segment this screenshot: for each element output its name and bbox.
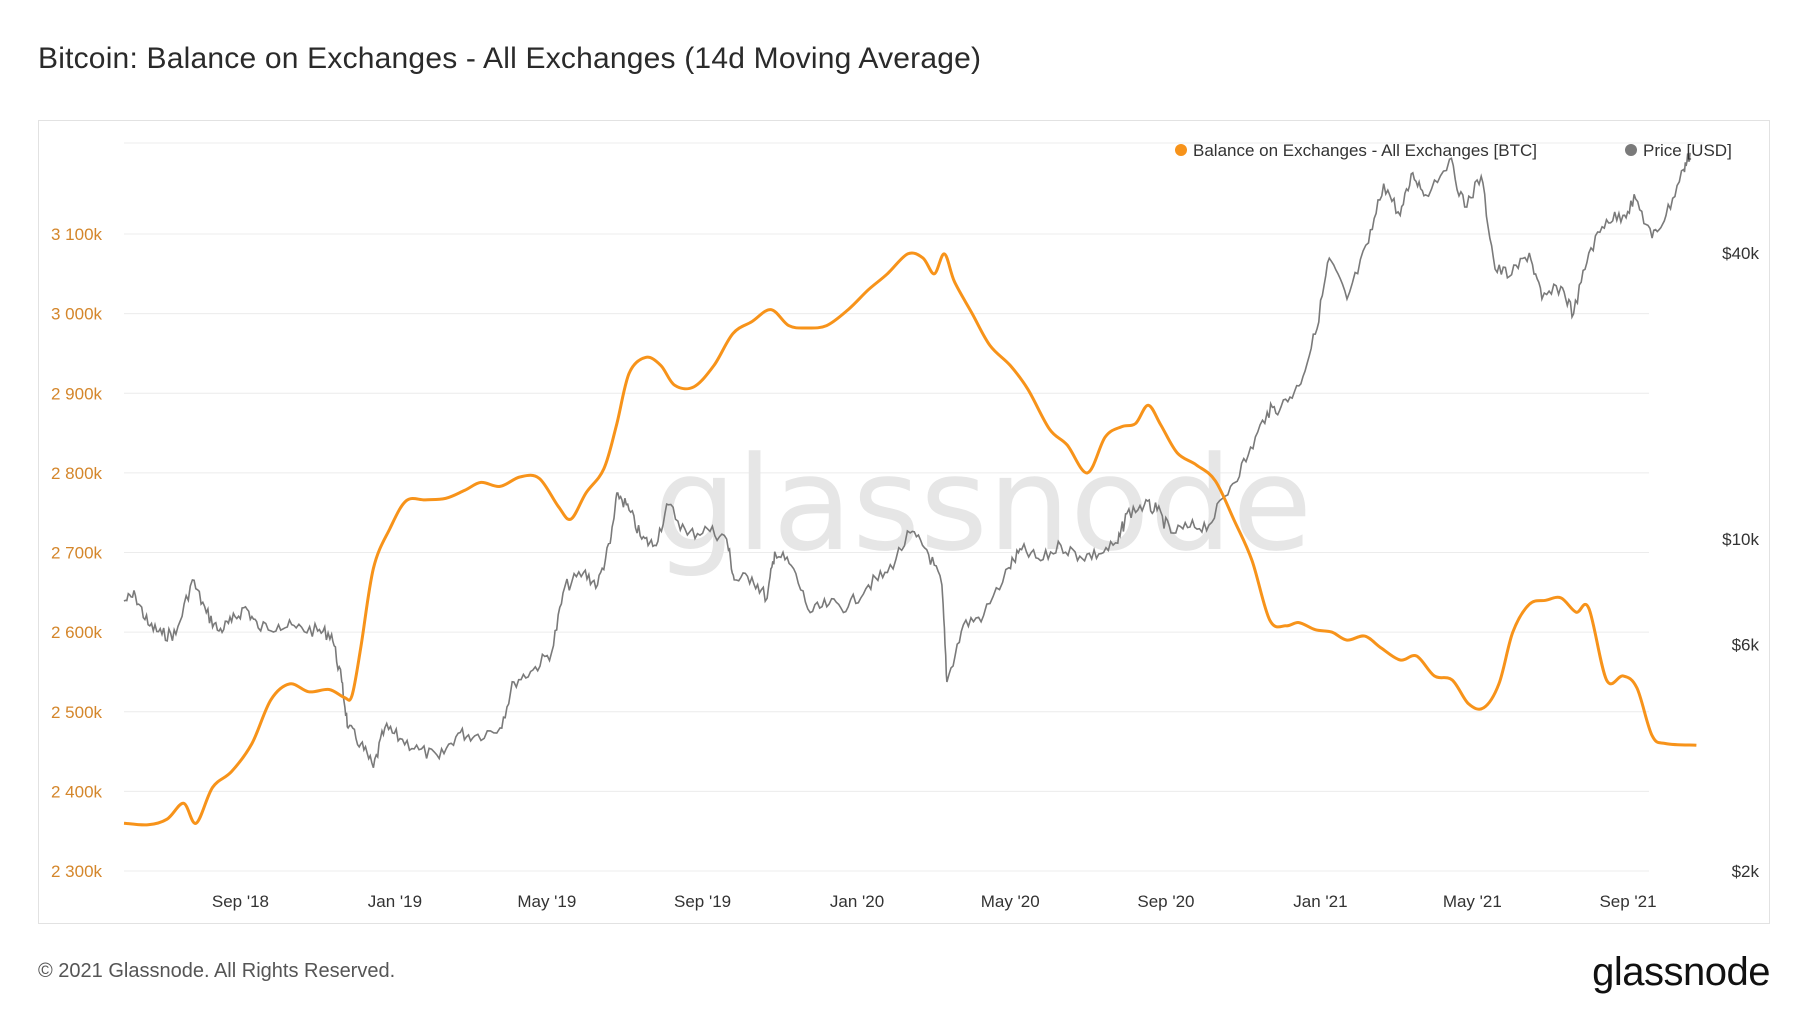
left-tick-label: 2 300k (51, 862, 103, 881)
x-tick-label: Jan '21 (1293, 892, 1347, 911)
chart-frame: glassnode 2 300k 2 400k 2 500k 2 600k 2 700k… (38, 120, 1770, 924)
x-tick-label: Jan '20 (830, 892, 884, 911)
left-tick-label: 3 000k (51, 305, 103, 324)
legend-price-marker (1625, 144, 1637, 156)
right-tick-label: $6k (1732, 635, 1760, 654)
legend: Balance on Exchanges - All Exchanges [BT… (1175, 141, 1732, 160)
x-tick-label: May '20 (981, 892, 1040, 911)
left-tick-label: 2 400k (51, 782, 103, 801)
chart-svg: glassnode 2 300k 2 400k 2 500k 2 600k 2 700k… (51, 141, 1759, 911)
x-axis: Sep '18 Jan '19 May '19 Sep '19 Jan '20 May '… (212, 892, 1657, 911)
left-tick-label: 2 800k (51, 464, 103, 483)
legend-balance-marker (1175, 144, 1187, 156)
right-tick-label: $10k (1722, 530, 1759, 549)
price-series-line (123, 152, 1691, 768)
legend-balance-label[interactable]: Balance on Exchanges - All Exchanges [BT… (1193, 141, 1537, 160)
left-tick-label: 2 600k (51, 623, 103, 642)
x-tick-label: Sep '20 (1137, 892, 1194, 911)
legend-price-label[interactable]: Price [USD] (1643, 141, 1732, 160)
x-tick-label: Sep '18 (212, 892, 269, 911)
x-tick-label: Sep '19 (674, 892, 731, 911)
left-axis: 2 300k 2 400k 2 500k 2 600k 2 700k 2 800k 2 90… (51, 225, 103, 881)
balance-series-line (123, 251, 1697, 827)
x-tick-label: May '19 (517, 892, 576, 911)
footer-copyright: © 2021 Glassnode. All Rights Reserved. (38, 960, 396, 982)
right-tick-label: $2k (1732, 862, 1760, 881)
x-tick-label: Jan '19 (368, 892, 422, 911)
left-tick-label: 2 500k (51, 703, 103, 722)
x-tick-label: Sep '21 (1599, 892, 1656, 911)
left-tick-label: 2 900k (51, 384, 103, 403)
chart-title: Bitcoin: Balance on Exchanges - All Exch… (38, 42, 982, 75)
watermark-text: glassnode (654, 428, 1312, 580)
left-tick-label: 2 700k (51, 544, 103, 563)
left-tick-label: 3 100k (51, 225, 103, 244)
x-tick-label: May '21 (1443, 892, 1502, 911)
right-axis: $2k $6k $10k $40k (1722, 244, 1759, 881)
glassnode-logo[interactable]: glassnode (1592, 950, 1770, 994)
right-tick-label: $40k (1722, 244, 1759, 263)
